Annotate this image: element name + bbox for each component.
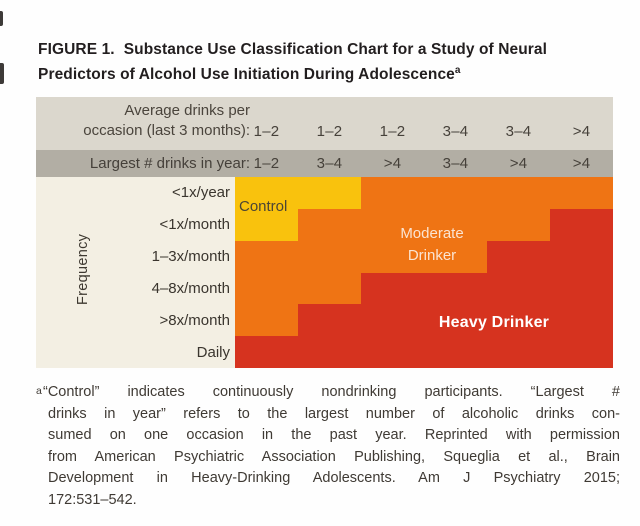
moderate-label-line1: Moderate — [400, 225, 464, 242]
largest-drinks-value: >4 — [509, 155, 528, 172]
classification-chart-panel: Average drinks per occasion (last 3 mont… — [36, 97, 613, 368]
footnote-text: “Control” indicates continuously nondrin… — [43, 382, 620, 511]
grid-cell-heavy-drinker — [235, 336, 298, 368]
grid-cell-moderate-drinker — [235, 240, 298, 273]
header-largest-drinks-row: Largest # drinks in year: 1–2 3–4 >4 3–4 >4 >… — [36, 150, 613, 177]
grid-cell-heavy-drinker — [487, 336, 550, 368]
average-drinks-label-line1: Average drinks per — [124, 102, 250, 119]
footnote-line: “Control” indicates continuously nondrin… — [43, 384, 620, 400]
largest-drinks-value: 1–2 — [253, 155, 280, 172]
grid-cell-heavy-drinker — [487, 272, 550, 305]
title-text-line1: Substance Use Classification Chart for a… — [123, 41, 548, 58]
grid-cell-moderate-drinker — [235, 272, 298, 305]
average-drinks-label-line2: occasion (last 3 months): — [83, 121, 250, 139]
figure-title: FIGURE 1. Substance Use Classification Ch… — [38, 39, 608, 85]
grid-cell-moderate-drinker — [298, 240, 361, 273]
average-drinks-value: 3–4 — [505, 122, 532, 140]
grid-cell-moderate-drinker — [487, 177, 550, 209]
grid-cell-moderate-drinker — [424, 208, 487, 241]
average-drinks-value: 1–2 — [379, 122, 406, 140]
largest-drinks-label: Largest # drinks in year: — [89, 155, 250, 172]
average-drinks-values: 1–2 1–2 1–2 3–4 3–4 >4 — [235, 114, 613, 148]
header-average-drinks-row: Average drinks per occasion (last 3 mont… — [36, 97, 613, 150]
footnote-line: Development in Heavy-Drinking Adolescent… — [48, 470, 620, 486]
grid-cell-moderate-drinker — [298, 208, 361, 241]
average-drinks-value: 1–2 — [253, 122, 280, 140]
grid-cell-moderate-drinker — [424, 240, 487, 273]
grid-cell-moderate-drinker — [361, 240, 424, 273]
title-footnote-marker: a — [454, 65, 461, 76]
scan-artifact — [0, 11, 3, 26]
title-text-line2: Predictors of Alcohol Use Initiation Dur… — [38, 66, 455, 84]
frequency-row-label: 1–3x/month — [151, 248, 230, 266]
grid-cell-moderate-drinker — [424, 177, 487, 209]
average-drinks-value: 3–4 — [442, 122, 469, 140]
largest-drinks-value: 3–4 — [442, 155, 469, 172]
average-drinks-value: >4 — [572, 122, 591, 140]
grid-cell-heavy-drinker — [424, 336, 487, 368]
grid-cell-heavy-drinker — [424, 272, 487, 305]
grid-cell-control — [298, 177, 361, 209]
grid-cell-control — [235, 208, 298, 241]
scan-artifact — [0, 63, 4, 84]
grid-cell-heavy-drinker — [424, 304, 487, 337]
grid-cell-heavy-drinker — [550, 272, 613, 305]
average-drinks-label: Average drinks per occasion (last 3 mont… — [36, 101, 250, 140]
frequency-row-label: >8x/month — [159, 311, 230, 329]
frequency-row-label: 4–8x/month — [151, 279, 230, 297]
grid-cell-moderate-drinker — [361, 208, 424, 241]
grid-cell-moderate-drinker — [298, 272, 361, 305]
grid-cell-moderate-drinker — [550, 177, 613, 209]
grid-cell-heavy-drinker — [487, 240, 550, 273]
footnote-line: sumed on one occasion in the past year. … — [48, 427, 620, 443]
footnote-line: 172:531–542. — [48, 491, 137, 508]
frequency-row-label: <1x/month — [159, 216, 230, 234]
frequency-row-label: Daily — [196, 343, 230, 361]
grid-cell-heavy-drinker — [298, 304, 361, 337]
classification-grid — [235, 177, 613, 368]
grid-cell-heavy-drinker — [487, 304, 550, 337]
control-region-label: Control — [239, 198, 288, 215]
largest-drinks-value: >4 — [383, 155, 402, 172]
grid-cell-heavy-drinker — [550, 336, 613, 368]
grid-cell-heavy-drinker — [550, 304, 613, 337]
grid-cell-heavy-drinker — [361, 336, 424, 368]
footnote: a “Control” indicates continuously nondr… — [36, 382, 620, 511]
grid-cell-heavy-drinker — [550, 240, 613, 273]
figure-label: FIGURE 1. — [38, 41, 115, 58]
moderate-label-line2: Drinker — [407, 247, 457, 264]
chart-body: Frequency <1x/year <1x/month 1–3x/month 4–8… — [36, 177, 613, 368]
grid-cell-moderate-drinker — [361, 177, 424, 209]
footnote-line: from American Psychiatric Association Pu… — [48, 448, 620, 465]
figure-title-line2: Predictors of Alcohol Use Initiation Dur… — [38, 60, 608, 85]
grid-cell-heavy-drinker — [361, 304, 424, 337]
largest-drinks-value: 3–4 — [316, 155, 343, 172]
heavy-drinker-region-label: Heavy Drinker — [438, 314, 550, 331]
grid-cell-moderate-drinker — [235, 304, 298, 337]
figure-title-line1: FIGURE 1. Substance Use Classification Ch… — [38, 39, 608, 60]
largest-drinks-value: >4 — [572, 155, 591, 172]
grid-cell-moderate-drinker — [487, 208, 550, 241]
moderate-drinker-region-label: Moderate Drinker — [368, 223, 496, 267]
average-drinks-value: 1–2 — [316, 122, 343, 140]
frequency-row-labels: <1x/year <1x/month 1–3x/month 4–8x/month >8x… — [36, 177, 230, 368]
grid-cell-heavy-drinker — [361, 272, 424, 305]
frequency-row-label: <1x/year — [172, 184, 230, 202]
footnote-line: drinks in year” refers to the largest nu… — [48, 405, 620, 422]
grid-cell-heavy-drinker — [298, 336, 361, 368]
grid-cell-control — [235, 177, 298, 209]
footnote-marker: a — [36, 385, 42, 397]
largest-drinks-values: 1–2 3–4 >4 3–4 >4 >4 — [235, 150, 613, 177]
grid-cell-heavy-drinker — [550, 208, 613, 241]
